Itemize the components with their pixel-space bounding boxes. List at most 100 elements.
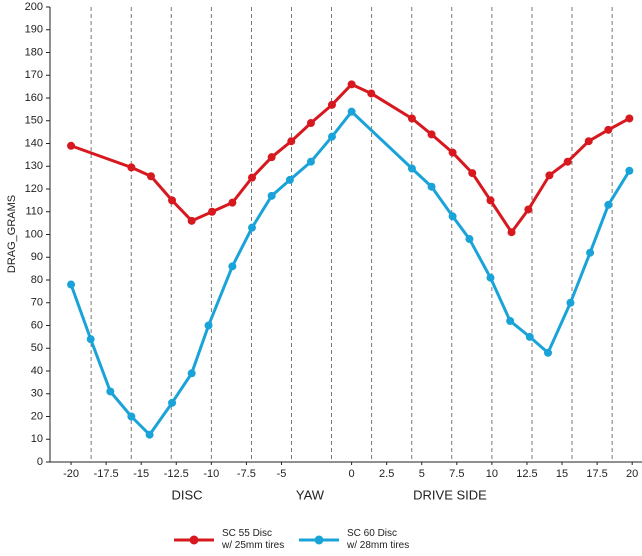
y-tick-label: 110	[25, 206, 43, 218]
y-tick-label: 190	[25, 24, 43, 36]
point	[306, 119, 315, 128]
x-tick-label: 10	[486, 468, 498, 480]
point	[347, 107, 356, 116]
point	[544, 348, 553, 357]
point	[407, 114, 416, 123]
point	[228, 262, 237, 271]
y-tick-label: 200	[25, 1, 43, 13]
x-tick-label: 2.5	[379, 468, 394, 480]
point	[228, 198, 237, 207]
point	[168, 196, 177, 205]
point	[327, 132, 336, 141]
point	[486, 273, 495, 282]
x-tick-label: -17.5	[94, 468, 119, 480]
point	[468, 169, 477, 178]
point	[327, 100, 336, 109]
x-tick-label: -15	[133, 468, 149, 480]
y-axis-label: DRAG_GRAMS	[6, 195, 18, 273]
y-tick-label: 0	[37, 456, 43, 468]
y-tick-label: 20	[31, 410, 43, 422]
point	[306, 157, 315, 166]
point	[566, 298, 575, 307]
y-tick-label: 90	[31, 251, 43, 263]
y-tick-label: 30	[31, 388, 43, 400]
point	[248, 173, 257, 182]
point	[267, 153, 276, 162]
series-line	[69, 110, 631, 437]
point	[367, 89, 376, 98]
annotation: DISC	[171, 487, 202, 502]
point	[285, 175, 294, 184]
x-tick-label: 15	[556, 468, 568, 480]
y-tick-label: 60	[31, 319, 43, 331]
x-tick-label: -20	[63, 468, 79, 480]
point	[625, 166, 634, 175]
y-tick-label: 50	[31, 342, 43, 354]
point	[545, 171, 554, 180]
point	[604, 200, 613, 209]
x-tick-label: 7.5	[449, 468, 464, 480]
y-tick-label: 130	[25, 160, 43, 172]
point	[506, 316, 515, 325]
point	[127, 412, 136, 421]
point	[267, 191, 276, 200]
x-tick-label: -5	[277, 468, 287, 480]
x-tick-label: -12.5	[164, 468, 189, 480]
y-tick-label: 10	[31, 433, 43, 445]
legend-marker	[314, 535, 324, 545]
point	[248, 223, 257, 232]
y-tick-label: 40	[31, 365, 43, 377]
x-tick-label: -7.5	[237, 468, 256, 480]
point	[187, 216, 196, 225]
point	[287, 137, 296, 146]
y-tick-label: 70	[31, 297, 43, 309]
point	[67, 141, 76, 150]
point	[563, 157, 572, 166]
x-tick-label: 0	[349, 468, 355, 480]
point	[525, 332, 534, 341]
point	[208, 207, 217, 216]
point	[486, 196, 495, 205]
point	[347, 80, 356, 89]
point	[448, 148, 457, 157]
point	[586, 248, 595, 257]
point	[67, 280, 76, 289]
legend-marker	[189, 535, 199, 545]
y-tick-label: 150	[25, 115, 43, 127]
point	[448, 212, 457, 221]
point	[507, 228, 516, 237]
x-tick-label: 17.5	[586, 468, 607, 480]
point	[625, 114, 634, 123]
y-tick-label: 160	[25, 92, 43, 104]
point	[204, 321, 213, 330]
point	[584, 137, 593, 146]
point	[147, 172, 156, 181]
annotation: DRIVE SIDE	[413, 487, 487, 502]
point	[86, 335, 95, 344]
y-tick-label: 80	[31, 274, 43, 286]
point	[427, 182, 436, 191]
y-tick-label: 120	[25, 183, 43, 195]
legend-label: SC 55 Disc w/ 25mm tires	[222, 528, 285, 551]
legend-label: SC 60 Disc w/ 28mm tires	[347, 528, 410, 551]
point	[407, 164, 416, 173]
point	[187, 369, 196, 378]
y-tick-label: 140	[25, 137, 43, 149]
point	[127, 163, 136, 172]
series-line	[70, 82, 631, 234]
point	[524, 205, 533, 214]
point	[106, 387, 115, 396]
point	[427, 130, 436, 139]
x-tick-label: 20	[626, 468, 638, 480]
point	[604, 125, 613, 134]
point	[465, 235, 474, 244]
x-tick-label: 12.5	[516, 468, 537, 480]
x-tick-label: 5	[419, 468, 425, 480]
point	[145, 430, 154, 439]
point	[168, 398, 177, 407]
x-tick-label: -10	[203, 468, 219, 480]
annotation: YAW	[296, 487, 325, 502]
y-tick-label: 180	[25, 46, 43, 58]
